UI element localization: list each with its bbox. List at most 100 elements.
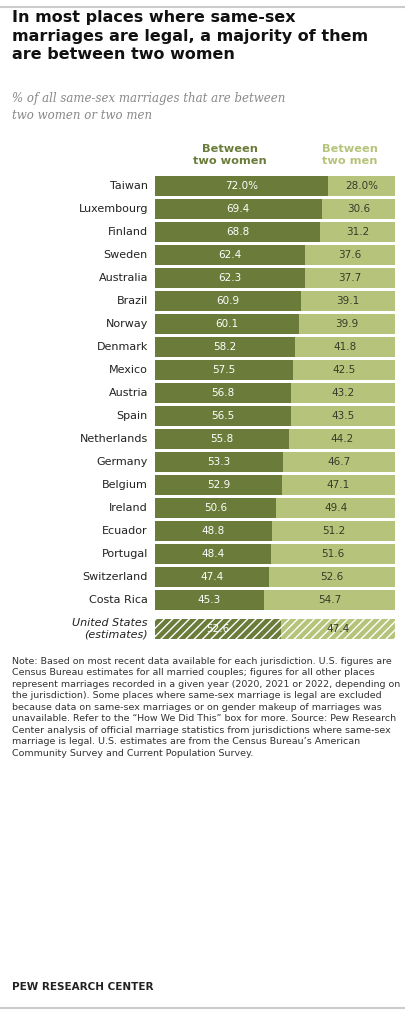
- FancyBboxPatch shape: [271, 544, 394, 564]
- Text: Costa Rica: Costa Rica: [89, 595, 148, 605]
- FancyBboxPatch shape: [155, 176, 394, 196]
- Text: 56.8: 56.8: [211, 388, 234, 398]
- FancyBboxPatch shape: [155, 521, 394, 541]
- FancyBboxPatch shape: [155, 590, 263, 610]
- Text: Sweden: Sweden: [104, 250, 148, 260]
- FancyBboxPatch shape: [155, 498, 394, 518]
- Text: Ecuador: Ecuador: [102, 526, 148, 536]
- FancyBboxPatch shape: [155, 360, 394, 380]
- FancyBboxPatch shape: [301, 291, 394, 311]
- Text: PEW RESEARCH CENTER: PEW RESEARCH CENTER: [12, 982, 153, 992]
- Text: 48.8: 48.8: [201, 526, 225, 536]
- Text: Between
two men: Between two men: [321, 144, 377, 167]
- Text: In most places where same-sex
marriages are legal, a majority of them
are betwee: In most places where same-sex marriages …: [12, 10, 367, 62]
- Text: 47.1: 47.1: [326, 480, 349, 490]
- Text: 51.2: 51.2: [321, 526, 344, 536]
- Text: Finland: Finland: [108, 227, 148, 237]
- Text: 52.9: 52.9: [206, 480, 230, 490]
- FancyBboxPatch shape: [155, 567, 268, 587]
- Text: Portugal: Portugal: [101, 549, 148, 559]
- FancyBboxPatch shape: [155, 475, 281, 495]
- FancyBboxPatch shape: [155, 406, 394, 426]
- Text: 57.5: 57.5: [212, 365, 235, 375]
- FancyBboxPatch shape: [290, 406, 394, 426]
- FancyBboxPatch shape: [155, 199, 321, 219]
- Text: 62.3: 62.3: [217, 273, 241, 283]
- Text: Denmark: Denmark: [96, 342, 148, 352]
- FancyBboxPatch shape: [298, 314, 394, 334]
- Text: 42.5: 42.5: [332, 365, 355, 375]
- FancyBboxPatch shape: [155, 337, 294, 357]
- Text: 37.6: 37.6: [337, 250, 360, 260]
- Text: 44.2: 44.2: [330, 434, 353, 444]
- FancyBboxPatch shape: [155, 498, 276, 518]
- Text: Mexico: Mexico: [109, 365, 148, 375]
- FancyBboxPatch shape: [155, 176, 327, 196]
- FancyBboxPatch shape: [155, 452, 394, 472]
- FancyBboxPatch shape: [155, 291, 301, 311]
- FancyBboxPatch shape: [304, 268, 394, 288]
- Text: 48.4: 48.4: [201, 549, 224, 559]
- FancyBboxPatch shape: [268, 567, 394, 587]
- FancyBboxPatch shape: [155, 314, 298, 334]
- FancyBboxPatch shape: [155, 406, 290, 426]
- FancyBboxPatch shape: [263, 590, 394, 610]
- Text: 60.9: 60.9: [216, 296, 239, 306]
- FancyBboxPatch shape: [155, 383, 291, 403]
- Text: 46.7: 46.7: [326, 457, 350, 467]
- Text: 68.8: 68.8: [225, 227, 249, 237]
- Text: Brazil: Brazil: [117, 296, 148, 306]
- FancyBboxPatch shape: [271, 521, 394, 541]
- Text: Switzerland: Switzerland: [83, 572, 148, 582]
- FancyBboxPatch shape: [155, 245, 304, 265]
- Text: 72.0%: 72.0%: [224, 181, 257, 191]
- Text: 69.4: 69.4: [226, 204, 249, 214]
- FancyBboxPatch shape: [155, 619, 394, 639]
- FancyBboxPatch shape: [155, 452, 282, 472]
- Text: 50.6: 50.6: [204, 503, 227, 513]
- Text: 56.5: 56.5: [211, 411, 234, 421]
- FancyBboxPatch shape: [291, 383, 394, 403]
- Text: Spain: Spain: [117, 411, 148, 421]
- FancyBboxPatch shape: [327, 176, 394, 196]
- Text: Note: Based on most recent data available for each jurisdiction. U.S. figures ar: Note: Based on most recent data availabl…: [12, 657, 399, 757]
- FancyBboxPatch shape: [281, 619, 394, 639]
- Text: Luxembourg: Luxembourg: [78, 204, 148, 214]
- FancyBboxPatch shape: [155, 268, 394, 288]
- FancyBboxPatch shape: [281, 475, 394, 495]
- FancyBboxPatch shape: [294, 337, 394, 357]
- Text: 31.2: 31.2: [345, 227, 368, 237]
- FancyBboxPatch shape: [155, 544, 394, 564]
- FancyBboxPatch shape: [155, 544, 271, 564]
- Text: 37.7: 37.7: [337, 273, 360, 283]
- FancyBboxPatch shape: [155, 383, 394, 403]
- Text: 41.8: 41.8: [333, 342, 356, 352]
- Text: Netherlands: Netherlands: [79, 434, 148, 444]
- Text: 43.5: 43.5: [330, 411, 354, 421]
- Text: 62.4: 62.4: [218, 250, 241, 260]
- Text: Germany: Germany: [96, 457, 148, 467]
- FancyBboxPatch shape: [155, 429, 394, 449]
- FancyBboxPatch shape: [319, 222, 394, 242]
- Text: Norway: Norway: [105, 319, 148, 329]
- FancyBboxPatch shape: [155, 567, 394, 587]
- FancyBboxPatch shape: [155, 268, 304, 288]
- Text: 58.2: 58.2: [213, 342, 236, 352]
- FancyBboxPatch shape: [282, 452, 394, 472]
- Text: 53.3: 53.3: [207, 457, 230, 467]
- FancyBboxPatch shape: [321, 199, 394, 219]
- Text: 39.9: 39.9: [335, 319, 358, 329]
- Text: Australia: Australia: [98, 273, 148, 283]
- FancyBboxPatch shape: [288, 429, 394, 449]
- Text: Ireland: Ireland: [109, 503, 148, 513]
- FancyBboxPatch shape: [155, 291, 394, 311]
- Text: 60.1: 60.1: [215, 319, 238, 329]
- FancyBboxPatch shape: [155, 314, 394, 334]
- FancyBboxPatch shape: [304, 245, 394, 265]
- FancyBboxPatch shape: [155, 475, 394, 495]
- FancyBboxPatch shape: [155, 222, 319, 242]
- FancyBboxPatch shape: [155, 245, 394, 265]
- FancyBboxPatch shape: [155, 360, 292, 380]
- FancyBboxPatch shape: [155, 619, 281, 639]
- FancyBboxPatch shape: [155, 590, 394, 610]
